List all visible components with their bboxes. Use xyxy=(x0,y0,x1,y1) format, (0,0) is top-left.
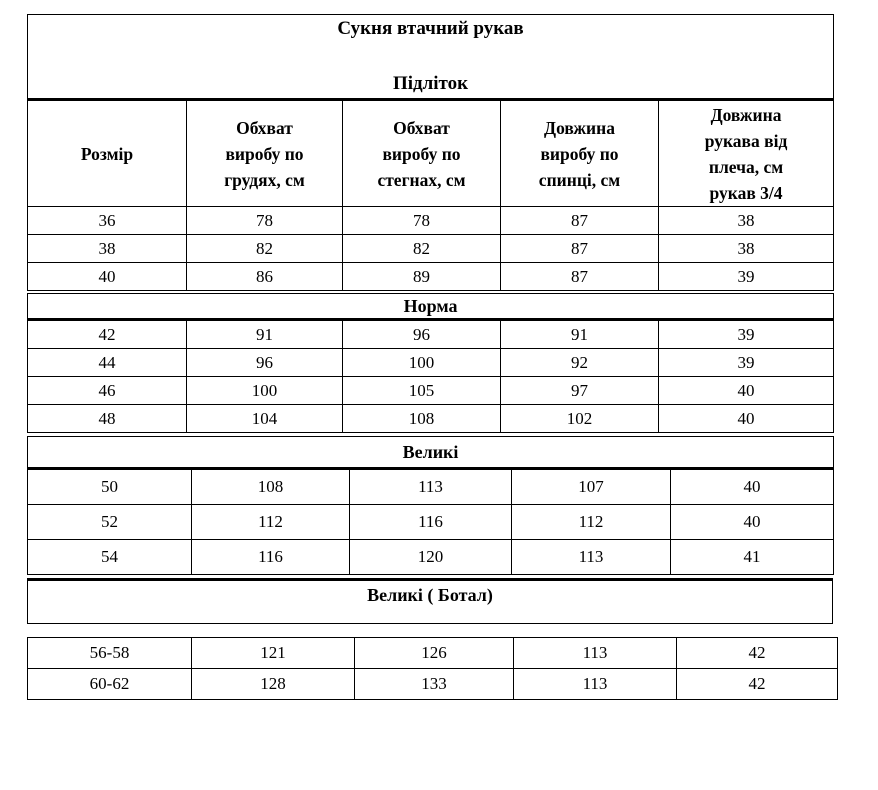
title-spacer xyxy=(29,43,833,70)
section-header-row: Норма xyxy=(26,293,835,321)
sleeve-length-cell: 40 xyxy=(657,404,835,433)
hips-cell: 78 xyxy=(342,206,501,235)
document-title-cell: Сукня втачний рукав Підліток xyxy=(26,14,835,101)
back-length-cell: 113 xyxy=(513,668,677,700)
column-header-sleeve-length: Довжина рукава від плеча, см рукав 3/4 xyxy=(657,99,835,207)
back-length-cell: 92 xyxy=(500,348,659,377)
size-row-44: 44 96 100 92 39 xyxy=(27,348,835,377)
size-row-36: 36 78 78 87 38 xyxy=(27,206,835,235)
column-header-back-length: Довжина виробу по спинці, см xyxy=(500,99,659,207)
size-row-50: 50 108 113 107 40 xyxy=(27,468,835,505)
size-row-52: 52 112 116 112 40 xyxy=(27,504,835,540)
size-row-46: 46 100 105 97 40 xyxy=(27,376,835,405)
back-length-cell: 87 xyxy=(500,262,659,291)
back-length-cell: 97 xyxy=(500,376,659,405)
column-header-hips: Обхват виробу по стегнах, см xyxy=(342,99,501,207)
sleeve-length-cell: 40 xyxy=(657,376,835,405)
back-length-cell: 112 xyxy=(511,504,671,540)
chest-cell: 104 xyxy=(186,404,343,433)
back-length-cell: 91 xyxy=(500,319,659,349)
size-cell: 36 xyxy=(27,206,187,235)
column-header-row: Розмір Обхват виробу по грудях, см Обхва… xyxy=(27,99,835,207)
hips-cell: 116 xyxy=(349,504,512,540)
size-cell: 38 xyxy=(27,234,187,263)
hips-cell: 89 xyxy=(342,262,501,291)
chest-cell: 121 xyxy=(191,637,355,669)
chest-cell: 82 xyxy=(186,234,343,263)
hips-cell: 120 xyxy=(349,539,512,575)
size-cell: 48 xyxy=(27,404,187,433)
section-title-teen: Підліток xyxy=(392,73,469,94)
hips-cell: 82 xyxy=(342,234,501,263)
back-length-cell: 87 xyxy=(500,234,659,263)
size-table-velyki: Великі 50 108 113 107 40 52 112 116 112 … xyxy=(26,436,835,575)
column-header-size: Розмір xyxy=(27,99,187,207)
chest-cell: 100 xyxy=(186,376,343,405)
back-length-cell: 107 xyxy=(511,468,671,505)
sleeve-length-cell: 39 xyxy=(657,262,835,291)
column-header-chest: Обхват виробу по грудях, см xyxy=(186,99,343,207)
sleeve-length-cell: 42 xyxy=(676,637,838,669)
title-row: Сукня втачний рукав Підліток xyxy=(26,14,835,101)
section-header-velyki: Великі xyxy=(26,436,835,470)
sleeve-length-cell: 39 xyxy=(657,348,835,377)
size-table-norma: Норма 42 91 96 91 39 44 96 100 92 39 46 … xyxy=(26,293,835,433)
hips-cell: 133 xyxy=(354,668,514,700)
size-cell: 50 xyxy=(27,468,192,505)
back-length-cell: 113 xyxy=(511,539,671,575)
size-chart-document: Сукня втачний рукав Підліток Розмір Обхв… xyxy=(26,14,838,700)
section-header-norma: Норма xyxy=(26,293,835,321)
size-cell: 46 xyxy=(27,376,187,405)
size-cell: 60-62 xyxy=(27,668,192,700)
section-header-row: Великі xyxy=(26,436,835,470)
chest-cell: 128 xyxy=(191,668,355,700)
hips-cell: 108 xyxy=(342,404,501,433)
size-table-botal-header: Великі ( Ботал) xyxy=(27,578,833,624)
section-header-velyki-botal: Великі ( Ботал) xyxy=(27,578,833,624)
hips-cell: 113 xyxy=(349,468,512,505)
size-cell: 54 xyxy=(27,539,192,575)
size-cell: 42 xyxy=(27,319,187,349)
chest-cell: 112 xyxy=(191,504,350,540)
size-row-54: 54 116 120 113 41 xyxy=(27,539,835,575)
size-table-teen: Сукня втачний рукав Підліток Розмір Обхв… xyxy=(26,14,835,291)
hips-cell: 105 xyxy=(342,376,501,405)
chest-cell: 96 xyxy=(186,348,343,377)
chest-cell: 116 xyxy=(191,539,350,575)
sleeve-length-cell: 41 xyxy=(669,539,835,575)
product-title: Сукня втачний рукав xyxy=(337,18,524,39)
size-row-42: 42 91 96 91 39 xyxy=(27,319,835,349)
size-cell: 56-58 xyxy=(27,637,192,669)
size-row-48: 48 104 108 102 40 xyxy=(27,404,835,433)
size-row-56-58: 56-58 121 126 113 42 xyxy=(27,637,838,669)
sleeve-length-cell: 42 xyxy=(676,668,838,700)
chest-cell: 86 xyxy=(186,262,343,291)
sleeve-length-cell: 40 xyxy=(669,468,835,505)
hips-cell: 100 xyxy=(342,348,501,377)
chest-cell: 78 xyxy=(186,206,343,235)
section-header-row: Великі ( Ботал) xyxy=(27,578,833,624)
back-length-cell: 113 xyxy=(513,637,677,669)
size-row-60-62: 60-62 128 133 113 42 xyxy=(27,668,838,700)
sleeve-length-cell: 39 xyxy=(657,319,835,349)
size-table-botal: 56-58 121 126 113 42 60-62 128 133 113 4… xyxy=(27,637,838,700)
size-cell: 40 xyxy=(27,262,187,291)
chest-cell: 108 xyxy=(191,468,350,505)
sleeve-length-cell: 40 xyxy=(669,504,835,540)
size-row-38: 38 82 82 87 38 xyxy=(27,234,835,263)
hips-cell: 126 xyxy=(354,637,514,669)
back-length-cell: 102 xyxy=(500,404,659,433)
hips-cell: 96 xyxy=(342,319,501,349)
size-cell: 52 xyxy=(27,504,192,540)
back-length-cell: 87 xyxy=(500,206,659,235)
sleeve-length-cell: 38 xyxy=(657,234,835,263)
sleeve-length-cell: 38 xyxy=(657,206,835,235)
chest-cell: 91 xyxy=(186,319,343,349)
size-cell: 44 xyxy=(27,348,187,377)
size-row-40: 40 86 89 87 39 xyxy=(27,262,835,291)
